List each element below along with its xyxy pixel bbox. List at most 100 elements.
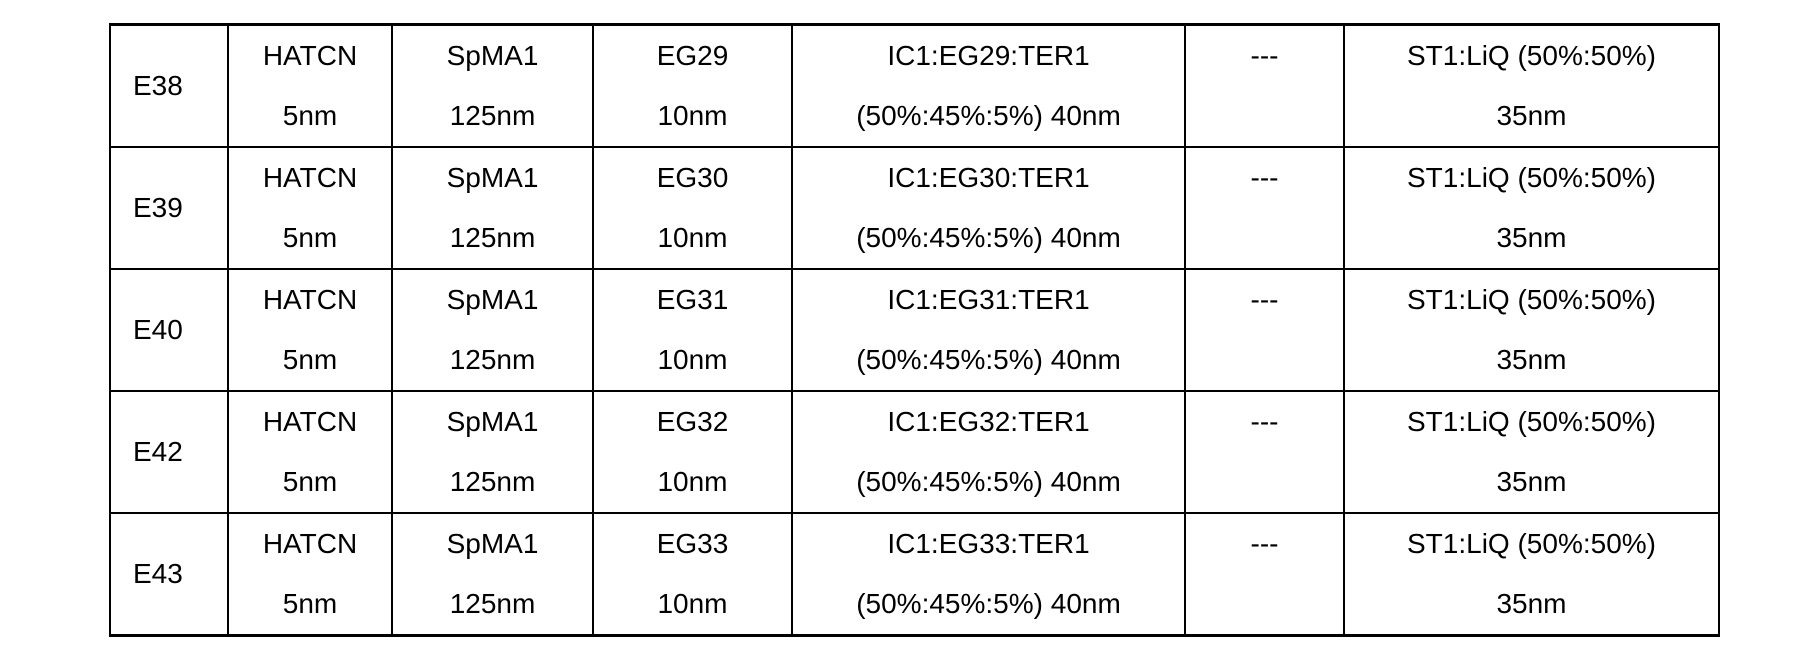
cell-etl-text: ST1:LiQ (50%:50%) (1345, 392, 1718, 452)
cell-htl-text: 125nm (393, 452, 592, 512)
cell-hil-text: 5nm (229, 574, 391, 634)
cell-eml-text: IC1:EG32:TER1 (793, 392, 1184, 452)
cell-hil-text: 5nm (229, 86, 391, 146)
cell-etl-text: ST1:LiQ (50%:50%) (1345, 270, 1718, 330)
cell-example-id-text: E39 (133, 178, 227, 238)
cell-etl: ST1:LiQ (50%:50%)35nm (1344, 25, 1719, 148)
cell-eml: IC1:EG29:TER1(50%:45%:5%) 40nm (792, 25, 1185, 148)
cell-hil-text: 5nm (229, 208, 391, 268)
cell-hbl-text: --- (1186, 514, 1343, 574)
cell-example-id: E39 (110, 147, 228, 269)
table-row: E43HATCN5nmSpMA1125nmEG3310nmIC1:EG33:TE… (110, 513, 1719, 636)
cell-etl-text: ST1:LiQ (50%:50%) (1345, 514, 1718, 574)
cell-hil: HATCN5nm (228, 269, 392, 391)
cell-ebl-text: 10nm (594, 452, 791, 512)
cell-ebl-text: EG32 (594, 392, 791, 452)
cell-ebl-text: 10nm (594, 208, 791, 268)
cell-eml: IC1:EG33:TER1(50%:45%:5%) 40nm (792, 513, 1185, 636)
cell-hbl: --- (1185, 269, 1344, 391)
cell-htl: SpMA1125nm (392, 513, 593, 636)
cell-hil: HATCN5nm (228, 391, 392, 513)
cell-htl: SpMA1125nm (392, 25, 593, 148)
table-row: E39HATCN5nmSpMA1125nmEG3010nmIC1:EG30:TE… (110, 147, 1719, 269)
cell-htl: SpMA1125nm (392, 147, 593, 269)
cell-etl: ST1:LiQ (50%:50%)35nm (1344, 391, 1719, 513)
cell-example-id: E42 (110, 391, 228, 513)
cell-hbl: --- (1185, 25, 1344, 148)
cell-example-id-text: E42 (133, 422, 227, 482)
cell-example-id-text: E43 (133, 544, 227, 604)
cell-eml: IC1:EG31:TER1(50%:45%:5%) 40nm (792, 269, 1185, 391)
cell-htl: SpMA1125nm (392, 269, 593, 391)
cell-example-id-text: E40 (133, 300, 227, 360)
table-row: E40HATCN5nmSpMA1125nmEG3110nmIC1:EG31:TE… (110, 269, 1719, 391)
cell-hil: HATCN5nm (228, 25, 392, 148)
cell-htl-text: 125nm (393, 574, 592, 634)
cell-htl-text: 125nm (393, 86, 592, 146)
cell-hil-text: HATCN (229, 514, 391, 574)
cell-hil-text: HATCN (229, 392, 391, 452)
cell-eml-text: (50%:45%:5%) 40nm (793, 574, 1184, 634)
cell-hbl: --- (1185, 513, 1344, 636)
cell-hbl: --- (1185, 391, 1344, 513)
cell-htl-text: SpMA1 (393, 148, 592, 208)
cell-etl-text: 35nm (1345, 574, 1718, 634)
table-row: E38HATCN5nmSpMA1125nmEG2910nmIC1:EG29:TE… (110, 25, 1719, 148)
cell-etl: ST1:LiQ (50%:50%)35nm (1344, 147, 1719, 269)
cell-hbl-text: --- (1186, 392, 1343, 452)
cell-ebl: EG3310nm (593, 513, 792, 636)
cell-htl-text: SpMA1 (393, 392, 592, 452)
cell-hil-text: HATCN (229, 26, 391, 86)
cell-example-id-text: E38 (133, 56, 227, 116)
cell-example-id: E43 (110, 513, 228, 636)
cell-eml-text: (50%:45%:5%) 40nm (793, 452, 1184, 512)
cell-etl-text: 35nm (1345, 330, 1718, 390)
cell-etl-text: 35nm (1345, 86, 1718, 146)
cell-etl-text: 35nm (1345, 208, 1718, 268)
cell-etl-text: ST1:LiQ (50%:50%) (1345, 26, 1718, 86)
cell-hil-text: 5nm (229, 330, 391, 390)
cell-ebl: EG2910nm (593, 25, 792, 148)
cell-ebl: EG3110nm (593, 269, 792, 391)
cell-eml-text: IC1:EG30:TER1 (793, 148, 1184, 208)
cell-eml-text: IC1:EG31:TER1 (793, 270, 1184, 330)
cell-etl-text: 35nm (1345, 452, 1718, 512)
cell-hbl-text: --- (1186, 26, 1343, 86)
cell-hil-text: 5nm (229, 452, 391, 512)
cell-etl-text: ST1:LiQ (50%:50%) (1345, 148, 1718, 208)
cell-eml-text: IC1:EG33:TER1 (793, 514, 1184, 574)
cell-ebl-text: EG30 (594, 148, 791, 208)
cell-eml-text: (50%:45%:5%) 40nm (793, 330, 1184, 390)
cell-ebl: EG3210nm (593, 391, 792, 513)
cell-ebl-text: EG29 (594, 26, 791, 86)
cell-hbl-text: --- (1186, 270, 1343, 330)
table-body: E38HATCN5nmSpMA1125nmEG2910nmIC1:EG29:TE… (110, 25, 1719, 636)
cell-eml: IC1:EG32:TER1(50%:45%:5%) 40nm (792, 391, 1185, 513)
cell-eml-text: IC1:EG29:TER1 (793, 26, 1184, 86)
cell-htl-text: 125nm (393, 208, 592, 268)
device-table: E38HATCN5nmSpMA1125nmEG2910nmIC1:EG29:TE… (109, 23, 1720, 637)
cell-ebl-text: EG33 (594, 514, 791, 574)
cell-ebl-text: 10nm (594, 330, 791, 390)
cell-example-id: E38 (110, 25, 228, 148)
cell-htl-text: SpMA1 (393, 26, 592, 86)
cell-htl-text: 125nm (393, 330, 592, 390)
cell-ebl-text: EG31 (594, 270, 791, 330)
cell-eml: IC1:EG30:TER1(50%:45%:5%) 40nm (792, 147, 1185, 269)
cell-htl-text: SpMA1 (393, 514, 592, 574)
cell-ebl-text: 10nm (594, 86, 791, 146)
cell-htl-text: SpMA1 (393, 270, 592, 330)
cell-ebl-text: 10nm (594, 574, 791, 634)
cell-hil: HATCN5nm (228, 147, 392, 269)
cell-htl: SpMA1125nm (392, 391, 593, 513)
table-row: E42HATCN5nmSpMA1125nmEG3210nmIC1:EG32:TE… (110, 391, 1719, 513)
cell-ebl: EG3010nm (593, 147, 792, 269)
cell-hil-text: HATCN (229, 270, 391, 330)
cell-eml-text: (50%:45%:5%) 40nm (793, 86, 1184, 146)
cell-hbl: --- (1185, 147, 1344, 269)
cell-hbl-text: --- (1186, 148, 1343, 208)
cell-etl: ST1:LiQ (50%:50%)35nm (1344, 269, 1719, 391)
cell-eml-text: (50%:45%:5%) 40nm (793, 208, 1184, 268)
cell-etl: ST1:LiQ (50%:50%)35nm (1344, 513, 1719, 636)
cell-hil-text: HATCN (229, 148, 391, 208)
